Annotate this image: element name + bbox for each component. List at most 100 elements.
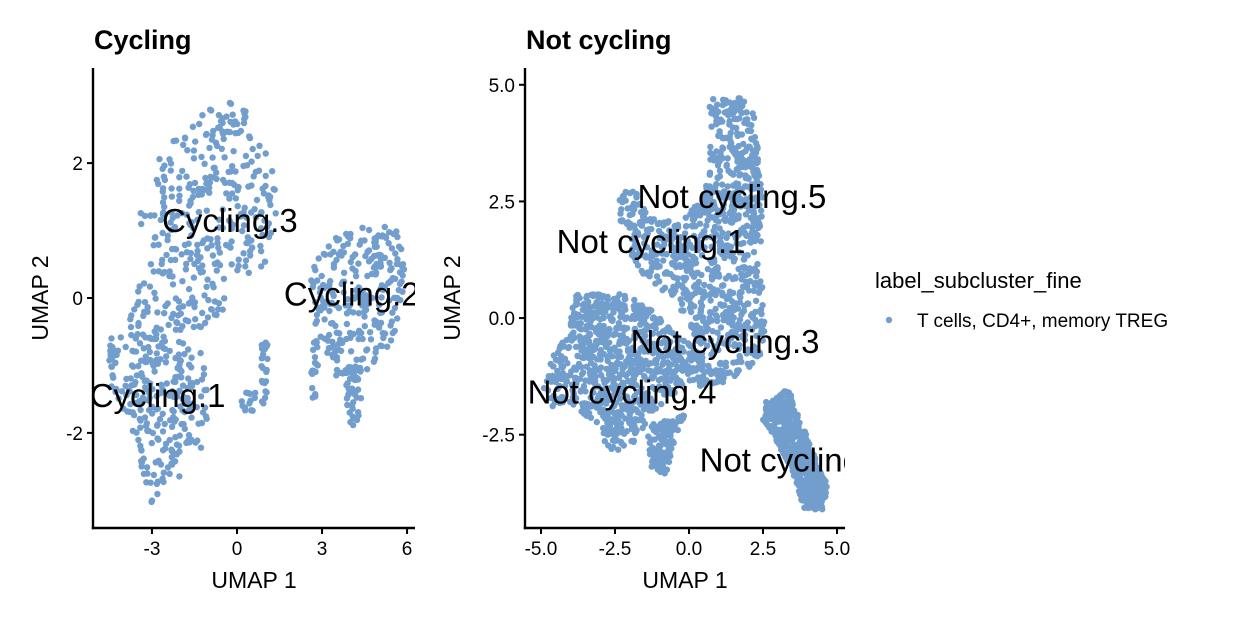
data-point <box>750 248 758 256</box>
data-point <box>651 385 658 392</box>
data-point <box>701 209 708 216</box>
panel-title: Not cycling <box>526 25 672 55</box>
data-point <box>662 233 670 240</box>
data-point <box>564 372 571 380</box>
data-point <box>219 128 226 135</box>
data-point <box>127 323 135 331</box>
data-point <box>195 265 203 272</box>
data-point <box>175 338 183 346</box>
data-point <box>213 169 220 176</box>
data-point <box>189 294 196 301</box>
data-point <box>573 380 580 387</box>
data-point <box>597 356 604 363</box>
data-point <box>108 335 115 342</box>
data-point <box>734 130 741 137</box>
data-point <box>567 320 575 327</box>
data-point <box>681 230 689 237</box>
data-point <box>570 401 577 408</box>
data-point <box>235 256 242 263</box>
data-point <box>595 396 602 403</box>
data-point <box>747 278 754 285</box>
data-point <box>717 324 725 331</box>
data-point <box>623 314 631 321</box>
data-point <box>159 428 167 435</box>
data-point <box>730 289 737 297</box>
data-point <box>751 282 758 289</box>
data-point <box>331 349 338 356</box>
data-point <box>698 357 705 365</box>
data-point <box>196 120 203 128</box>
data-point <box>712 312 720 319</box>
data-point <box>724 314 731 321</box>
data-point <box>357 291 364 299</box>
y-tick-label: 2.5 <box>489 192 515 213</box>
data-point <box>635 305 642 313</box>
data-point <box>642 326 649 334</box>
data-point <box>308 277 315 284</box>
data-point <box>365 226 373 234</box>
data-point <box>188 436 195 443</box>
data-point <box>722 275 730 282</box>
data-point <box>678 300 686 308</box>
data-point <box>346 302 353 309</box>
data-point <box>265 194 272 201</box>
x-tick-label: 5.0 <box>824 539 850 560</box>
data-point <box>587 394 594 401</box>
data-point <box>248 407 255 414</box>
data-point <box>547 394 555 402</box>
data-point <box>810 486 817 493</box>
data-point <box>327 320 335 327</box>
data-point <box>220 275 228 282</box>
data-point <box>683 294 690 302</box>
data-point <box>610 386 618 394</box>
data-point <box>128 331 135 339</box>
data-point <box>602 302 609 310</box>
data-point <box>735 180 742 188</box>
data-point <box>740 239 747 247</box>
data-point <box>618 424 625 432</box>
data-point <box>209 280 216 287</box>
data-point <box>736 352 743 360</box>
data-point <box>360 298 367 305</box>
data-point <box>188 364 195 371</box>
data-point <box>653 429 660 436</box>
data-point <box>256 142 263 149</box>
data-point <box>559 363 567 371</box>
data-point <box>666 450 673 457</box>
data-point <box>733 240 740 247</box>
data-point <box>734 193 742 200</box>
data-point <box>246 247 254 255</box>
data-point <box>173 451 180 458</box>
data-point <box>757 285 765 292</box>
data-point <box>724 183 731 190</box>
data-point <box>697 205 704 212</box>
data-point <box>698 381 706 388</box>
data-point <box>141 414 149 421</box>
data-point <box>199 185 206 193</box>
data-point <box>628 437 635 445</box>
data-point <box>688 321 695 328</box>
data-point <box>202 131 210 139</box>
data-point <box>150 471 158 479</box>
data-point <box>741 302 748 309</box>
data-point <box>179 382 187 389</box>
data-point <box>325 243 332 250</box>
data-point <box>206 144 213 152</box>
data-point <box>707 188 715 196</box>
data-point <box>794 441 801 448</box>
data-point <box>152 459 159 466</box>
data-point <box>317 285 324 292</box>
data-point <box>701 228 708 235</box>
data-point <box>170 415 177 423</box>
data-point <box>706 256 714 264</box>
data-point <box>249 145 256 153</box>
data-point <box>700 337 707 344</box>
data-point <box>600 307 608 315</box>
data-point <box>692 281 699 289</box>
data-point <box>253 196 261 204</box>
data-point <box>638 412 645 419</box>
data-point <box>559 394 566 402</box>
data-point <box>744 174 751 182</box>
data-point <box>578 341 585 348</box>
data-point <box>648 463 655 470</box>
